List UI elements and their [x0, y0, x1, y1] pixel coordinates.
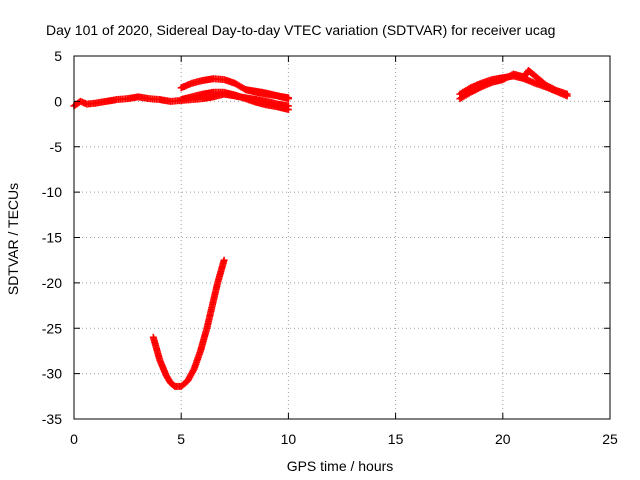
x-tick-label: 25 [602, 431, 618, 447]
series-arc-7 [149, 256, 228, 390]
x-tick-label: 0 [70, 431, 78, 447]
x-tick-label: 20 [495, 431, 511, 447]
y-axis-title: SDTVAR / TECUs [5, 183, 21, 295]
y-tick-label: 5 [54, 48, 62, 64]
series-arc-6 [456, 67, 571, 103]
y-tick-label: -5 [50, 139, 63, 155]
y-tick-label: -35 [42, 411, 62, 427]
series-arc-4 [242, 86, 292, 102]
data-point [220, 256, 228, 264]
x-axis-title: GPS time / hours [287, 458, 394, 474]
x-tick-label: 5 [177, 431, 185, 447]
data-point [563, 90, 571, 98]
y-tick-label: -20 [42, 275, 62, 291]
y-tick-label: -30 [42, 366, 62, 382]
x-tick-label: 15 [388, 431, 404, 447]
y-tick-label: -15 [42, 230, 62, 246]
data-layer [70, 67, 571, 390]
grid-layer [74, 56, 610, 419]
x-tick-label: 10 [281, 431, 297, 447]
chart-title: Day 101 of 2020, Sidereal Day-to-day VTE… [46, 22, 555, 38]
y-tick-label: -10 [42, 184, 62, 200]
tick-layer: 0 5 10 15 20 25 5 0 -5 -10 -15 -20 -25 -30 -35 [42, 48, 618, 447]
data-point [284, 94, 292, 102]
series-arc-3 [177, 88, 292, 114]
data-point [284, 106, 292, 114]
y-tick-label: -25 [42, 320, 62, 336]
y-tick-label: 0 [54, 93, 62, 109]
